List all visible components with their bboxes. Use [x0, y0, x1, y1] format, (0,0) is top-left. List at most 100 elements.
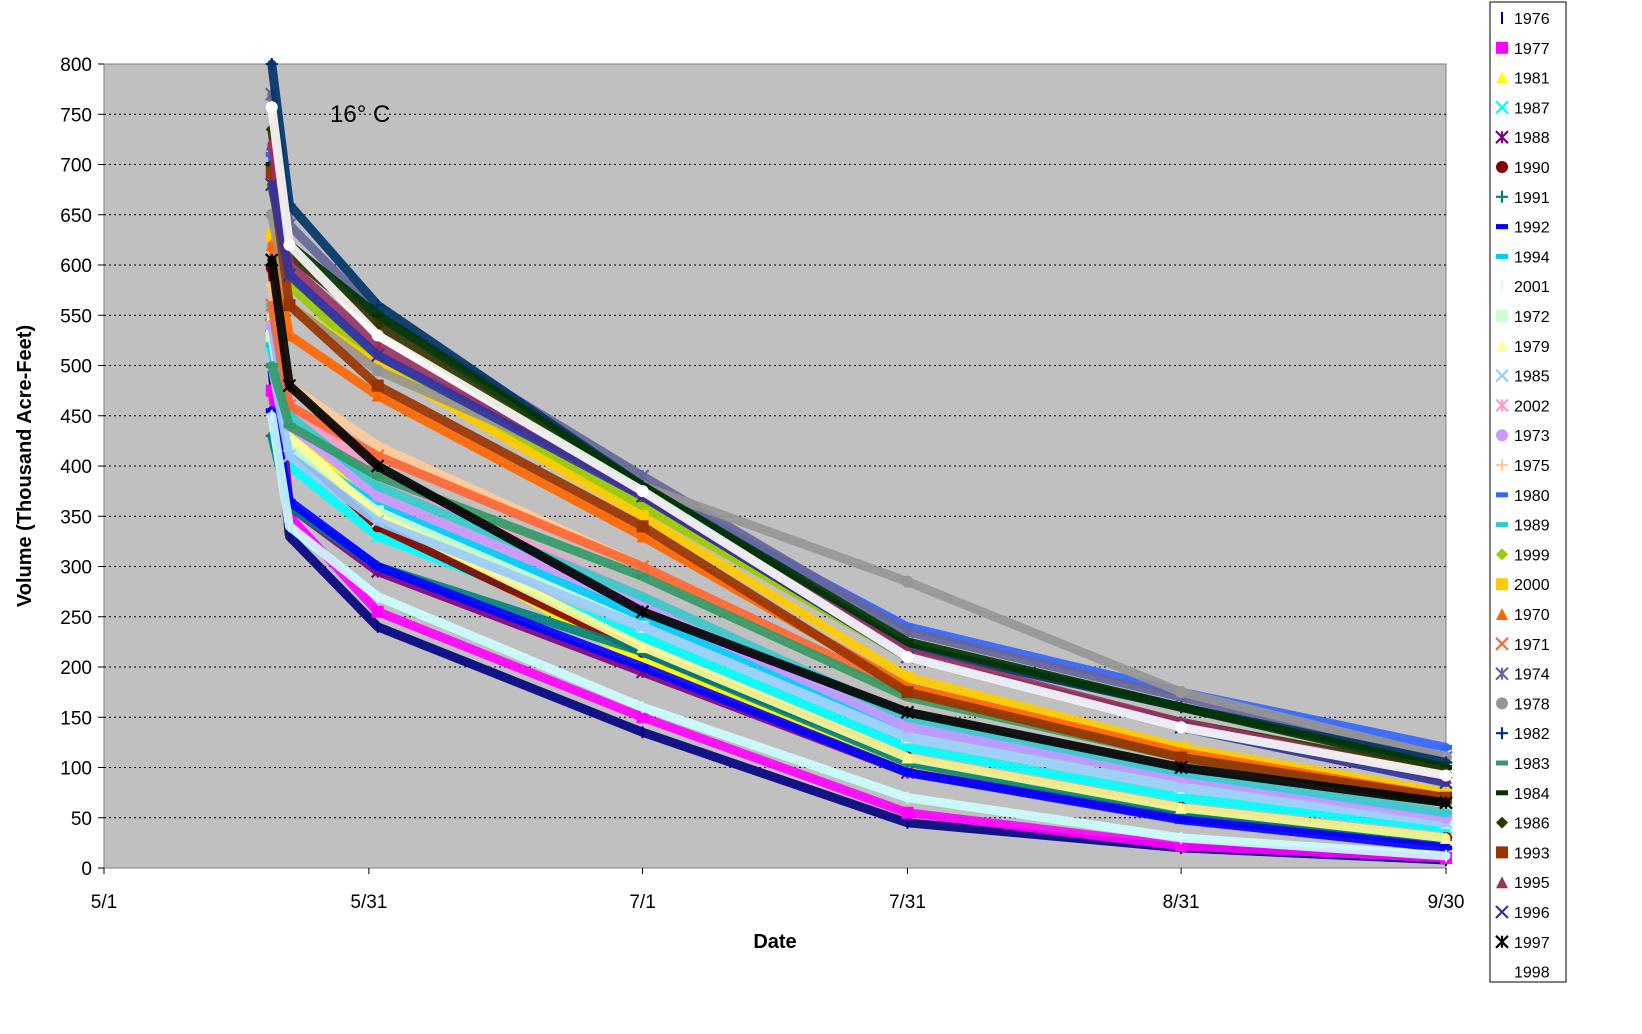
y-tick-label: 200	[60, 658, 92, 679]
y-tick-label: 550	[60, 306, 92, 327]
legend-label: 1984	[1514, 786, 1550, 803]
legend-item: 1971	[1495, 637, 1550, 654]
legend-item: 1981	[1496, 71, 1550, 88]
y-tick-label: 150	[60, 708, 92, 729]
legend-item: 1983	[1496, 756, 1550, 773]
y-tick-label: 400	[60, 457, 92, 478]
data-point	[901, 686, 914, 699]
data-point	[635, 620, 650, 634]
legend-label: 1999	[1514, 547, 1550, 564]
legend-label: 1977	[1514, 41, 1550, 58]
data-point	[901, 650, 914, 663]
legend-item: 1992	[1496, 220, 1550, 237]
y-tick-label: 250	[60, 608, 92, 629]
legend-label: 1973	[1514, 428, 1550, 445]
data-point	[265, 58, 278, 70]
data-point	[1174, 760, 1188, 775]
data-point	[1440, 831, 1452, 844]
legend-item: 1997	[1495, 935, 1550, 952]
data-point	[371, 312, 384, 318]
data-point	[901, 806, 914, 819]
legend-item: 2002	[1495, 398, 1550, 415]
y-tick-label: 650	[60, 206, 92, 227]
legend-marker	[1496, 310, 1508, 322]
data-point	[901, 639, 914, 645]
legend-marker	[1496, 161, 1508, 173]
legend-item: 1972	[1496, 309, 1550, 326]
x-tick-label: 5/1	[91, 892, 117, 913]
legend-label: 1972	[1514, 309, 1550, 326]
data-point	[1175, 721, 1188, 734]
data-point	[901, 751, 914, 764]
data-point	[371, 605, 384, 618]
legend-marker	[1496, 697, 1508, 710]
legend-label: 1976	[1514, 11, 1550, 28]
legend-label: 1993	[1514, 845, 1550, 862]
legend-marker	[1496, 253, 1508, 259]
data-point	[283, 238, 296, 251]
legend-marker	[1495, 100, 1509, 115]
legend-label: 1985	[1514, 369, 1550, 386]
legend-item: 1975	[1496, 458, 1550, 475]
data-point	[636, 485, 649, 498]
legend-marker	[1496, 522, 1508, 528]
y-tick-label: 50	[71, 809, 92, 830]
data-point	[901, 671, 914, 684]
legend-marker	[1495, 905, 1509, 919]
data-point	[636, 664, 649, 670]
temperature-annotation: 16° C	[330, 101, 390, 128]
x-axis-label: Date	[753, 931, 796, 953]
data-point	[1440, 810, 1452, 816]
data-point	[1175, 704, 1188, 710]
legend-item: 1994	[1496, 249, 1550, 266]
legend-label: 1991	[1514, 190, 1550, 207]
data-point	[1175, 839, 1188, 852]
legend-marker	[1495, 130, 1509, 144]
legend-item: 1973	[1496, 428, 1550, 445]
legend-item: 1970	[1496, 607, 1550, 624]
legend-label: 1989	[1514, 518, 1550, 535]
data-point	[371, 564, 384, 569]
data-point	[1440, 744, 1452, 750]
y-tick-label: 0	[81, 859, 92, 880]
y-tick-label: 450	[60, 407, 92, 428]
legend-marker	[1495, 637, 1509, 651]
data-point	[371, 439, 384, 452]
data-point	[900, 705, 915, 720]
legend-label: 2002	[1514, 398, 1550, 415]
x-tick-label: 8/31	[1163, 892, 1200, 913]
legend-label: 1995	[1514, 875, 1550, 892]
legend-item: 1976	[1501, 11, 1550, 28]
data-point	[636, 711, 649, 724]
legend-marker	[1496, 727, 1508, 740]
legend-label: 1996	[1514, 905, 1550, 922]
legend-marker	[1496, 846, 1508, 859]
data-point	[1440, 769, 1452, 782]
legend-label: 2001	[1514, 279, 1550, 296]
legend-marker	[1496, 492, 1508, 498]
legend-label: 1998	[1514, 965, 1550, 982]
data-point	[282, 449, 297, 463]
legend-item: 1974	[1495, 667, 1550, 684]
legend-label: 1992	[1514, 220, 1550, 237]
x-tick-label: 5/31	[350, 892, 387, 913]
legend-marker	[1496, 760, 1508, 766]
x-tick-label: 7/31	[889, 892, 926, 913]
legend-marker	[1496, 965, 1508, 978]
data-point	[1175, 817, 1188, 823]
legend-item: 1982	[1496, 726, 1550, 743]
legend-item: 1984	[1496, 786, 1550, 803]
legend-label: 1986	[1514, 816, 1550, 833]
data-point	[371, 364, 384, 377]
legend-item: 1977	[1496, 41, 1550, 58]
data-point	[1175, 751, 1188, 764]
data-point	[371, 379, 384, 392]
data-point	[636, 594, 649, 600]
data-point	[636, 574, 649, 580]
data-point	[636, 500, 649, 513]
legend-label: 1975	[1514, 458, 1550, 475]
legend-marker	[1496, 548, 1508, 561]
x-tick-label: 9/30	[1428, 892, 1465, 913]
y-tick-label: 600	[60, 256, 92, 277]
